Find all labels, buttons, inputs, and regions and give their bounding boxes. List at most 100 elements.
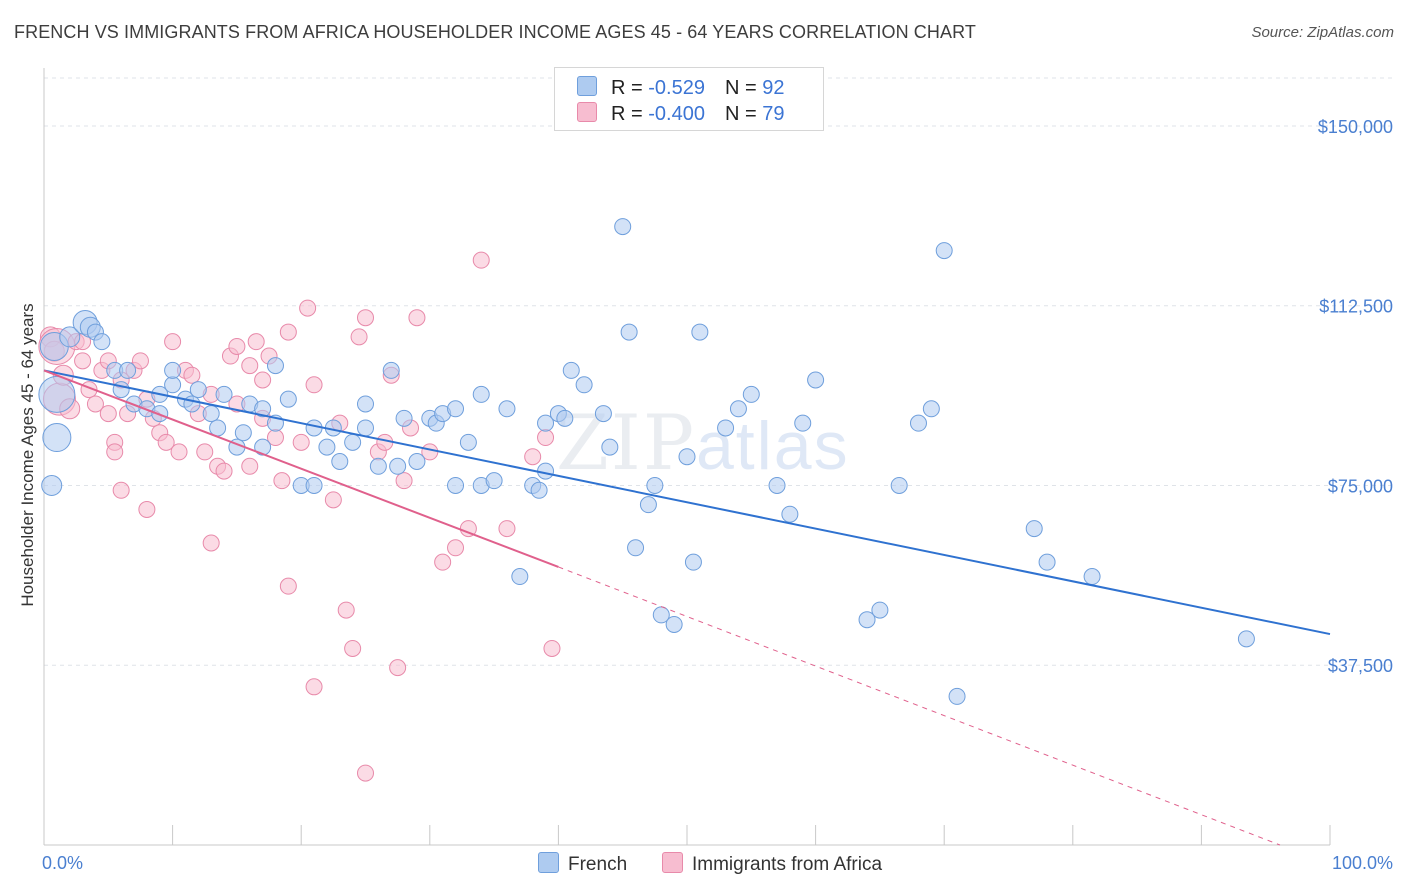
africa-point bbox=[247, 333, 265, 351]
africa-point bbox=[543, 639, 561, 657]
y-tick-label: $150,000 bbox=[1318, 117, 1393, 137]
bottom-legend-french: French bbox=[538, 852, 627, 876]
africa-point bbox=[202, 534, 220, 552]
french-point bbox=[189, 381, 207, 399]
french-point bbox=[447, 400, 465, 418]
x-tick-label: 0.0% bbox=[42, 853, 83, 873]
french-point bbox=[485, 472, 503, 490]
africa-point bbox=[254, 371, 272, 389]
bottom-legend-swatch-africa bbox=[662, 852, 683, 873]
africa-point bbox=[86, 395, 104, 413]
french-point bbox=[38, 375, 76, 413]
french-point bbox=[183, 395, 201, 413]
french-point bbox=[42, 423, 72, 453]
africa-point bbox=[344, 639, 362, 657]
africa-point bbox=[524, 448, 542, 466]
french-point bbox=[369, 457, 387, 475]
legend-r-label: R = bbox=[611, 77, 649, 99]
french-point bbox=[357, 419, 374, 437]
french-point bbox=[858, 611, 876, 629]
french-point bbox=[530, 481, 548, 499]
bottom-legend-swatch-french bbox=[538, 852, 559, 873]
africa-point bbox=[196, 443, 214, 461]
french-point bbox=[234, 424, 252, 442]
africa-trend-extension bbox=[558, 566, 1281, 846]
french-point bbox=[684, 553, 702, 571]
legend-row-french: R = -0.529 N = 92 bbox=[577, 76, 784, 99]
french-point bbox=[164, 361, 182, 379]
french-point bbox=[119, 361, 137, 379]
legend-row-africa: R = -0.400 N = 79 bbox=[577, 102, 785, 125]
bottom-legend-africa: Immigrants from Africa bbox=[662, 852, 882, 876]
africa-point bbox=[74, 352, 92, 370]
french-point bbox=[562, 361, 580, 379]
french-point bbox=[768, 476, 786, 494]
french-point bbox=[498, 400, 516, 418]
africa-point bbox=[324, 491, 342, 509]
africa-point bbox=[157, 433, 175, 451]
french-point bbox=[164, 376, 182, 394]
africa-point bbox=[215, 462, 233, 480]
africa-point bbox=[408, 309, 426, 327]
french-point bbox=[620, 323, 638, 341]
french-point bbox=[627, 539, 645, 557]
africa-point bbox=[279, 577, 297, 595]
africa-point bbox=[241, 357, 259, 375]
legend-n-label: N = bbox=[724, 77, 763, 99]
africa-point bbox=[292, 433, 310, 451]
legend-swatch-africa bbox=[577, 102, 597, 122]
africa-point bbox=[138, 500, 156, 518]
y-tick-label: $37,500 bbox=[1328, 656, 1393, 676]
bottom-legend-label-africa: Immigrants from Africa bbox=[692, 854, 883, 875]
africa-point bbox=[164, 333, 182, 351]
africa-point bbox=[279, 323, 297, 341]
french-point bbox=[614, 218, 632, 236]
y-tick-label: $75,000 bbox=[1328, 476, 1393, 496]
legend-r-value: -0.400 bbox=[648, 103, 705, 125]
french-point bbox=[279, 390, 297, 408]
french-point bbox=[254, 438, 272, 456]
french-point bbox=[357, 395, 374, 413]
source-label: Source: ZipAtlas.com bbox=[1251, 24, 1394, 41]
africa-point bbox=[131, 352, 149, 370]
french-point bbox=[447, 476, 465, 494]
legend-r-label: R = bbox=[611, 103, 649, 125]
french-point bbox=[665, 615, 683, 633]
french-point bbox=[41, 474, 63, 496]
africa-point bbox=[170, 443, 188, 461]
french-point bbox=[717, 419, 735, 437]
legend-r-value: -0.529 bbox=[648, 77, 705, 99]
french-point bbox=[691, 323, 709, 341]
y-tick-label: $112,500 bbox=[1319, 297, 1393, 317]
french-point bbox=[305, 476, 323, 494]
africa-point bbox=[305, 376, 323, 394]
french-point bbox=[646, 476, 664, 494]
africa-point bbox=[299, 299, 317, 317]
french-point bbox=[389, 457, 407, 475]
french-point bbox=[215, 385, 233, 403]
legend-n-value: 79 bbox=[762, 103, 785, 125]
french-point bbox=[1083, 568, 1101, 586]
french-point bbox=[742, 385, 760, 403]
legend-n-label: N = bbox=[724, 103, 763, 125]
french-point bbox=[395, 409, 413, 427]
french-point bbox=[537, 414, 555, 432]
africa-point bbox=[537, 429, 555, 447]
french-point bbox=[472, 385, 490, 403]
french-point bbox=[639, 496, 657, 514]
french-point bbox=[266, 357, 284, 375]
french-point bbox=[254, 400, 272, 418]
africa-point bbox=[447, 539, 465, 557]
africa-point bbox=[434, 553, 452, 571]
french-point bbox=[807, 371, 825, 389]
french-point bbox=[459, 433, 477, 451]
french-point bbox=[318, 438, 336, 456]
french-point bbox=[556, 409, 574, 427]
french-point bbox=[871, 601, 889, 619]
correlation-legend: R = -0.529 N = 92 R = -0.400 N = 79 bbox=[554, 67, 824, 131]
africa-point bbox=[305, 678, 323, 696]
french-point bbox=[594, 405, 612, 423]
french-point bbox=[948, 687, 966, 705]
watermark-zip: ZIP bbox=[556, 398, 696, 487]
french-point bbox=[59, 326, 81, 348]
